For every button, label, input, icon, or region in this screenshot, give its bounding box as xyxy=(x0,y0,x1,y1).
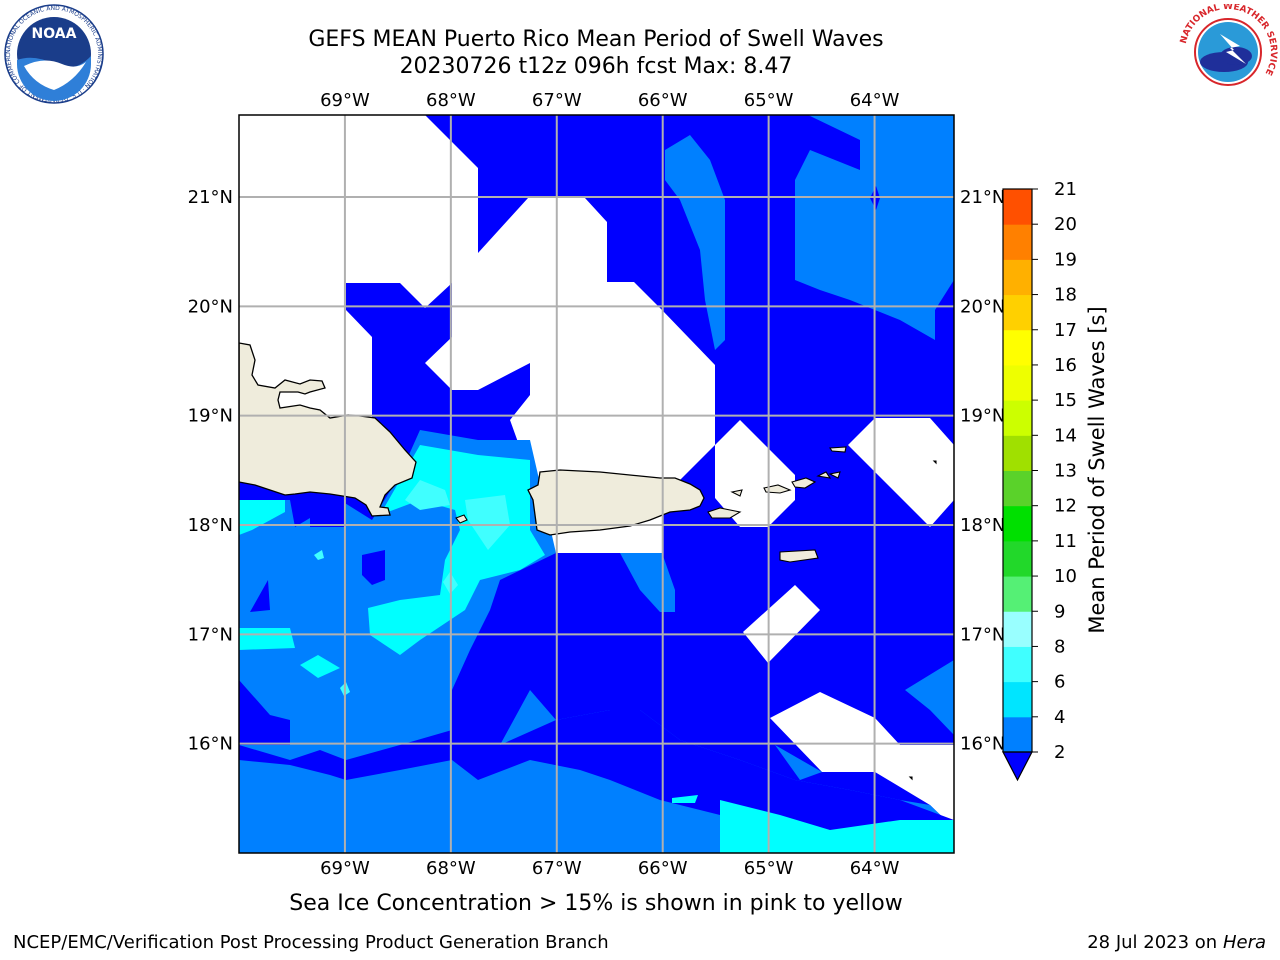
lon-label-top: 64°W xyxy=(850,90,900,111)
title-line-2: 20230726 t12z 096h fcst Max: 8.47 xyxy=(399,54,793,79)
lon-label-top: 66°W xyxy=(638,90,688,111)
lat-label-right: 16°N xyxy=(960,734,1005,755)
puerto-rico-land xyxy=(527,469,705,536)
graticule xyxy=(239,115,954,853)
colorbar-tick-label: 8 xyxy=(1054,636,1065,657)
noaa-logo-text: NOAA xyxy=(32,26,77,42)
colorbar-segment xyxy=(1003,540,1032,577)
lat-label-right: 21°N xyxy=(960,187,1005,208)
lon-label-top: 69°W xyxy=(320,90,370,111)
lat-label-left: 20°N xyxy=(188,296,233,317)
colorbar-tick-label: 10 xyxy=(1054,566,1077,587)
lat-label-right: 18°N xyxy=(960,515,1005,536)
lon-label-top: 67°W xyxy=(532,90,582,111)
colorbar-tick-label: 19 xyxy=(1054,249,1077,270)
colorbar-tick-label: 9 xyxy=(1054,601,1065,622)
colorbar-tick-label: 16 xyxy=(1054,355,1077,376)
lon-label-bottom: 64°W xyxy=(850,858,900,879)
colorbar-segment xyxy=(1003,611,1032,647)
colorbar-tick-label: 18 xyxy=(1054,285,1077,306)
sea-ice-note: Sea Ice Concentration > 15% is shown in … xyxy=(289,891,903,916)
colorbar: 2 4 6 8 9 10 11 12 13 14 15 16 17 18 19 20 21 xyxy=(1002,179,1077,782)
colorbar-tick-label: 21 xyxy=(1054,179,1077,200)
colorbar-tick-label: 15 xyxy=(1054,390,1077,411)
map-frame xyxy=(238,114,955,854)
colorbar-segment xyxy=(1003,576,1032,612)
swell-period-6-8-fill xyxy=(314,480,510,696)
colorbar-tick-label: 17 xyxy=(1054,320,1077,341)
colorbar-segment xyxy=(1003,294,1032,331)
lon-label-bottom: 68°W xyxy=(426,858,476,879)
colorbar-tick-label: 14 xyxy=(1054,425,1077,446)
colorbar-tick-label: 11 xyxy=(1054,531,1077,552)
lon-label-bottom: 69°W xyxy=(320,858,370,879)
footer-date: 28 Jul 2023 on Hera xyxy=(1087,932,1266,953)
colorbar-segment xyxy=(1003,224,1032,260)
nws-logo-icon: NATIONAL WEATHER SERVICE xyxy=(1179,4,1278,98)
colorbar-segment xyxy=(1003,400,1032,436)
lat-label-left: 17°N xyxy=(188,624,233,645)
lon-label-top: 68°W xyxy=(426,90,476,111)
colorbar-segment xyxy=(1003,646,1032,683)
footer-date-text: 28 Jul 2023 on xyxy=(1087,932,1223,953)
colorbar-segment xyxy=(1003,364,1032,401)
colorbar-segment xyxy=(1003,259,1032,296)
colorbar-segment xyxy=(1003,329,1032,366)
lat-label-right: 19°N xyxy=(960,406,1005,427)
colorbar-tick-label: 2 xyxy=(1054,742,1065,763)
colorbar-segment xyxy=(1003,681,1032,718)
lat-label-right: 17°N xyxy=(960,624,1005,645)
axis-labels: 69°W 69°W 68°W 68°W 67°W 67°W 66°W 66°W 65°W 65°W… xyxy=(188,90,1006,879)
colorbar-tick-label: 20 xyxy=(1054,214,1077,235)
colorbar-under-arrow xyxy=(1002,751,1033,782)
colorbar-segment xyxy=(1003,716,1032,753)
colorbar-tick-label: 6 xyxy=(1054,672,1065,693)
lat-label-left: 19°N xyxy=(188,406,233,427)
colorbar-segment xyxy=(1003,189,1032,225)
colorbar-tick-label: 13 xyxy=(1054,461,1077,482)
lon-label-bottom: 66°W xyxy=(638,858,688,879)
colorbar-tick-label: 12 xyxy=(1054,496,1077,517)
map-plot-area xyxy=(239,115,954,853)
title-line-1: GEFS MEAN Puerto Rico Mean Period of Swe… xyxy=(308,27,884,52)
footer-machine-name: Hera xyxy=(1222,932,1266,953)
lat-label-left: 16°N xyxy=(188,734,233,755)
colorbar-segment xyxy=(1003,505,1032,542)
colorbar-label: Mean Period of Swell Waves [s] xyxy=(1085,306,1109,634)
lat-label-left: 18°N xyxy=(188,515,233,536)
colorbar-segment xyxy=(1003,470,1032,507)
lon-label-bottom: 67°W xyxy=(532,858,582,879)
noaa-logo-icon: NATIONAL OCEANIC AND ATMOSPHERIC ADMINIS… xyxy=(4,4,104,104)
small-islands xyxy=(455,446,937,781)
lat-label-right: 20°N xyxy=(960,296,1005,317)
lon-label-top: 65°W xyxy=(744,90,794,111)
colorbar-tick-label: 4 xyxy=(1054,707,1065,728)
footer-credit: NCEP/EMC/Verification Post Processing Pr… xyxy=(13,932,609,953)
lat-label-left: 21°N xyxy=(188,187,233,208)
lon-label-bottom: 65°W xyxy=(744,858,794,879)
colorbar-segment xyxy=(1003,435,1032,471)
